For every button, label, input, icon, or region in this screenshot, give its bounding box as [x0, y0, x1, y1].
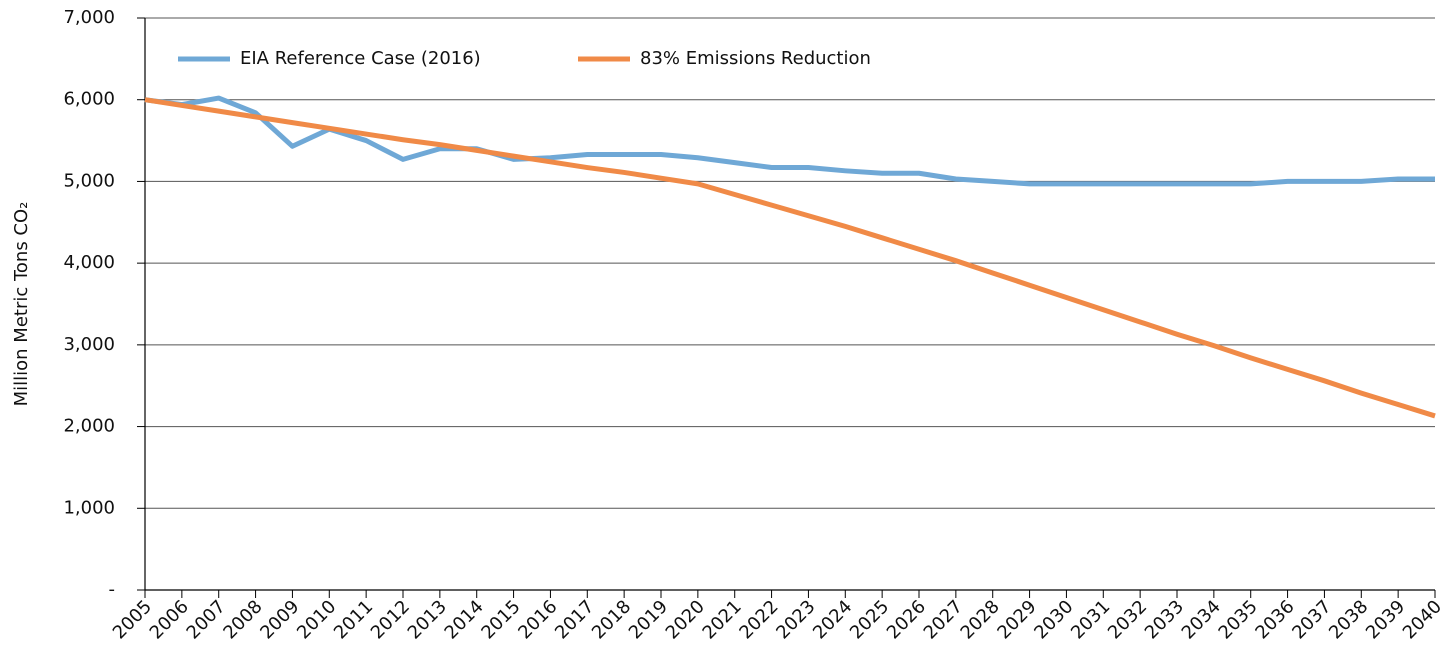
x-tick-label: 2031	[1067, 596, 1114, 643]
x-tick-label: 2018	[588, 596, 635, 643]
y-tick-label: 5,000	[63, 170, 115, 191]
x-tick-label: 2032	[1104, 596, 1151, 643]
legend-label: 83% Emissions Reduction	[640, 48, 871, 69]
legend-label: EIA Reference Case (2016)	[240, 48, 481, 69]
x-tick-label: 2005	[109, 596, 156, 643]
x-tick-label: 2037	[1288, 596, 1335, 643]
x-tick-label: 2036	[1251, 596, 1298, 643]
x-tick-label: 2027	[920, 596, 967, 643]
x-tick-label: 2038	[1325, 596, 1372, 643]
x-tick-label: 2025	[846, 596, 893, 643]
y-tick-label: 3,000	[63, 334, 115, 355]
y-axis-label: Million Metric Tons CO₂	[11, 202, 32, 407]
x-tick-label: 2016	[514, 596, 561, 643]
y-tick-label: 7,000	[63, 7, 115, 28]
x-tick-label: 2028	[957, 596, 1004, 643]
y-tick-label: -	[109, 579, 116, 600]
x-tick-label: 2008	[219, 596, 266, 643]
x-tick-label: 2011	[330, 596, 377, 643]
x-tick-label: 2014	[441, 596, 488, 643]
line-series	[144, 97, 1436, 419]
x-tick-label: 2023	[772, 596, 819, 643]
x-tick-label: 2017	[551, 596, 598, 643]
x-tick-label: 2019	[625, 596, 672, 643]
x-tick-label: 2009	[256, 596, 303, 643]
x-tick-label: 2012	[367, 596, 414, 643]
x-tick-label: 2007	[183, 596, 230, 643]
y-tick-label: 4,000	[63, 252, 115, 273]
y-tick-label: 6,000	[63, 89, 115, 110]
x-tick-label: 2034	[1178, 596, 1225, 643]
x-tick-label: 2010	[293, 596, 340, 643]
x-tick-label: 2026	[883, 596, 930, 643]
x-tick-label: 2039	[1362, 596, 1409, 643]
line-series	[144, 95, 1435, 187]
x-tick-label: 2006	[146, 596, 193, 643]
x-tick-label: 2024	[809, 596, 856, 643]
x-tick-label: 2013	[404, 596, 451, 643]
x-tick-label: 2030	[1030, 596, 1077, 643]
x-tick-label: 2015	[477, 596, 524, 643]
x-tick-label: 2029	[993, 596, 1040, 643]
x-tick-label: 2033	[1141, 596, 1188, 643]
y-tick-label: 2,000	[63, 416, 115, 437]
x-tick-label: 2040	[1399, 596, 1446, 643]
y-tick-label: 1,000	[63, 497, 115, 518]
x-tick-label: 2021	[699, 596, 746, 643]
x-tick-label: 2035	[1215, 596, 1262, 643]
x-tick-label: 2020	[662, 596, 709, 643]
x-tick-label: 2022	[735, 596, 782, 643]
